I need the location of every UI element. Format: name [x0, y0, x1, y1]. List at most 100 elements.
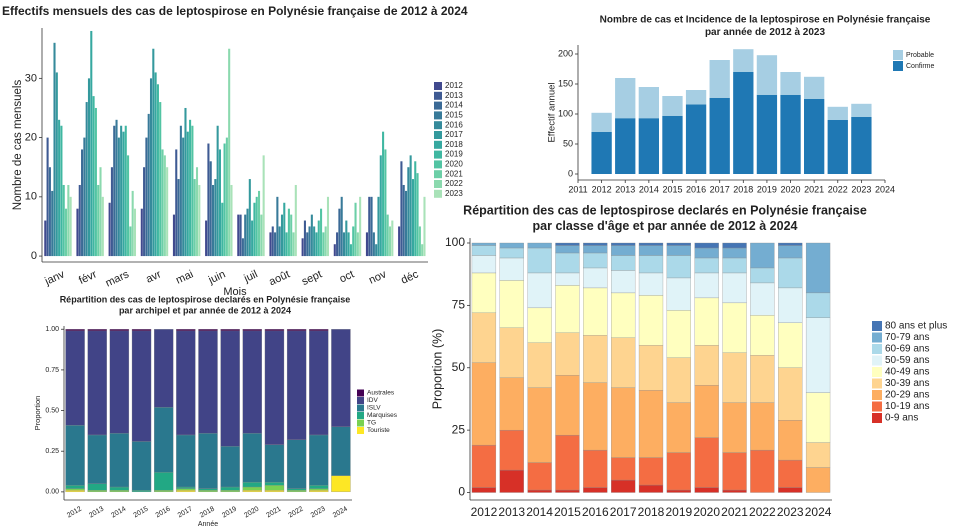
bar-segment — [131, 329, 152, 332]
bar — [172, 214, 175, 257]
legend-swatch — [893, 50, 903, 60]
bar-segment — [109, 433, 130, 488]
bar — [205, 220, 208, 257]
bar-segment — [242, 433, 262, 483]
bar-segment — [583, 242, 608, 246]
bar-segment — [805, 467, 831, 493]
bar — [257, 190, 261, 257]
bar — [53, 42, 56, 257]
bar — [228, 48, 231, 257]
legend-label: 10-19 ans — [885, 401, 929, 412]
bar-segment — [638, 345, 664, 391]
bar — [209, 161, 212, 257]
bar-segment — [778, 245, 803, 259]
bar — [237, 214, 240, 257]
bar — [101, 196, 104, 257]
bar-segment — [264, 481, 285, 486]
chart-title: Répartition des cas de leptospirose decl… — [60, 294, 351, 304]
bar-segment — [611, 270, 636, 294]
bar — [143, 167, 146, 257]
legend-label: 30-39 ans — [885, 378, 929, 389]
bar-segment — [264, 444, 285, 483]
legend-swatch — [434, 160, 442, 169]
bar-segment — [805, 317, 831, 393]
chart-subtitle: par archipel et par année de 2012 à 2024 — [119, 306, 291, 316]
bar-segment — [154, 407, 174, 473]
bar — [223, 143, 226, 257]
x-tick-label: 2020 — [693, 505, 720, 519]
x-tick-label: 2023 — [851, 184, 871, 194]
bar-segment — [694, 257, 719, 274]
bar — [120, 125, 123, 257]
legend-swatch — [434, 170, 442, 179]
bar-segment — [851, 103, 872, 117]
bar-segment — [555, 375, 580, 436]
legend-label: 60-69 ans — [885, 344, 929, 355]
bar — [317, 220, 320, 257]
bar-segment — [264, 490, 285, 493]
y-tick-label: 30 — [25, 72, 37, 84]
bar-segment — [65, 490, 85, 493]
x-tick-label: 2013 — [615, 184, 635, 194]
bar-segment — [638, 457, 664, 486]
bar-segment — [778, 420, 803, 461]
bar — [87, 78, 91, 257]
bar-segment — [694, 437, 719, 488]
bar-segment — [555, 434, 580, 491]
bar — [46, 137, 49, 257]
bar-segment — [709, 97, 730, 174]
legend-label: 80 ans et plus — [885, 321, 947, 332]
x-tick-label: janv — [42, 268, 67, 288]
chart-title: Effectifs mensuels des cas de leptospiro… — [2, 4, 468, 18]
bar — [310, 214, 313, 257]
bar-segment — [611, 245, 636, 256]
bar-segment — [685, 104, 707, 174]
bar-segment — [803, 76, 825, 99]
x-tick-label: oct — [338, 268, 356, 285]
legend-label: TG — [367, 420, 376, 427]
bar — [67, 184, 70, 257]
bar-segment — [242, 490, 262, 493]
bar — [193, 179, 196, 257]
x-tick-label: juin — [206, 268, 227, 287]
bar — [90, 30, 93, 257]
bar — [191, 125, 194, 257]
bar — [122, 131, 125, 257]
bar — [372, 232, 375, 257]
y-tick-label: 0.50 — [45, 407, 59, 414]
bar — [322, 232, 325, 257]
bar-segment — [65, 329, 85, 332]
bar-segment — [638, 295, 664, 346]
x-tick-label: 2020 — [243, 506, 260, 520]
x-tick-label: 2021 — [721, 505, 748, 519]
bar-segment — [499, 429, 524, 471]
bar — [340, 196, 343, 257]
x-tick-label: 2022 — [749, 505, 776, 519]
legend-swatch — [357, 389, 364, 397]
bar — [276, 196, 279, 257]
bar-segment — [583, 449, 608, 488]
bar — [113, 125, 116, 257]
bar-segment — [242, 486, 262, 491]
bar-segment — [471, 272, 497, 314]
bar-segment — [309, 329, 329, 332]
bar — [212, 184, 215, 257]
bar — [262, 155, 265, 257]
bar — [388, 226, 392, 257]
bar — [51, 190, 54, 257]
bar — [108, 202, 111, 257]
bar — [129, 226, 132, 257]
bar — [145, 137, 148, 257]
bar — [58, 119, 61, 257]
bar — [386, 214, 389, 257]
bar — [97, 184, 100, 257]
bar — [370, 196, 373, 257]
bar-segment — [264, 330, 285, 445]
bar — [83, 137, 86, 257]
bar-segment — [176, 330, 196, 436]
legend-label: 20-29 ans — [885, 390, 929, 401]
legend-label: Marquises — [367, 412, 398, 419]
x-tick-label: nov — [367, 268, 389, 287]
bar-segment — [198, 330, 218, 434]
bar-segment — [709, 60, 730, 98]
